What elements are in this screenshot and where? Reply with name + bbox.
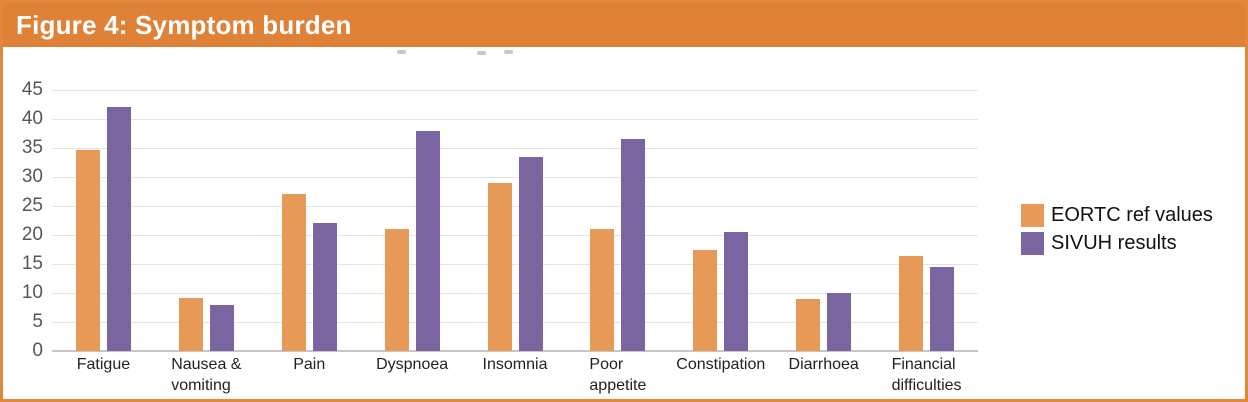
y-axis-tick-label: 10 [21,282,43,303]
gridline [52,206,978,207]
y-axis-tick-label: 30 [21,166,43,187]
x-axis-category-label: Constipation [676,356,766,373]
bar-eortc-ref-values-poor [590,228,615,351]
bar-sivuh-results-nausea- [209,304,234,351]
bar-eortc-ref-values-dyspnoea [384,229,409,351]
y-axis-tick-label: 0 [32,340,43,361]
x-axis-category-label: Diarrhoea [788,356,859,373]
y-axis-tick-label: 35 [21,137,43,158]
gridline [52,177,978,178]
x-axis-category-label: Fatigue [76,356,131,373]
figure-header-band: Figure 4: Symptom burden [3,3,1245,47]
legend-item: EORTC ref values [1021,204,1213,227]
y-axis-tick-label: 25 [21,195,43,216]
gridline [52,235,978,236]
gridline [52,90,978,91]
gridline [52,119,978,120]
bar-eortc-ref-values-financial [899,256,924,351]
gridline [52,322,978,323]
cropped-text-remnant [477,51,486,55]
bar-sivuh-results-diarrhoea [827,293,852,351]
bar-eortc-ref-values-nausea- [178,298,203,351]
legend-label: EORTC ref values [1051,204,1213,226]
bar-eortc-ref-values-constipation [693,250,718,351]
y-axis-tick-label: 20 [21,224,43,245]
x-axis-category-label: Pain [293,356,326,373]
x-axis-category-label: Dyspnoea [376,356,449,373]
bar-sivuh-results-poor [621,139,646,351]
bar-eortc-ref-values-diarrhoea [796,298,821,351]
bar-sivuh-results-insomnia [518,156,543,351]
bar-eortc-ref-values-pain [281,194,306,351]
x-axis-line [52,350,978,352]
x-axis-category-label: Insomnia [482,356,548,373]
y-axis-tick-label: 45 [21,79,43,100]
x-axis-category-label: Financial difficulties [891,356,962,394]
legend-swatch-icon [1021,232,1044,255]
bar-chart: 45 40 35 30 25 20 15 10 5 0 Fatigue Nausea & vomiti… [3,3,1245,399]
bar-sivuh-results-constipation [724,232,749,351]
cropped-text-remnant [397,50,406,54]
gridline [52,148,978,149]
legend-label: SIVUH results [1051,232,1177,254]
legend-swatch-icon [1021,204,1044,227]
legend-item: SIVUH results [1021,232,1213,255]
bar-sivuh-results-dyspnoea [415,130,440,351]
x-axis-category-label: Nausea & vomiting [171,356,242,394]
gridline [52,264,978,265]
chart-legend: EORTC ref values SIVUH results [1021,204,1213,260]
bar-sivuh-results-pain [312,223,337,351]
bar-sivuh-results-financial [930,266,955,351]
y-axis-tick-label: 40 [21,108,43,129]
bar-sivuh-results-fatigue [106,107,131,351]
y-axis-tick-label: 5 [32,311,43,332]
x-axis-category-label: Poor appetite [589,356,647,394]
cropped-text-remnant [504,50,513,54]
bar-eortc-ref-values-insomnia [487,183,512,351]
bar-eortc-ref-values-fatigue [75,150,100,351]
y-axis-tick-label: 15 [21,253,43,274]
gridline [52,293,978,294]
figure-title: Figure 4: Symptom burden [16,9,352,40]
